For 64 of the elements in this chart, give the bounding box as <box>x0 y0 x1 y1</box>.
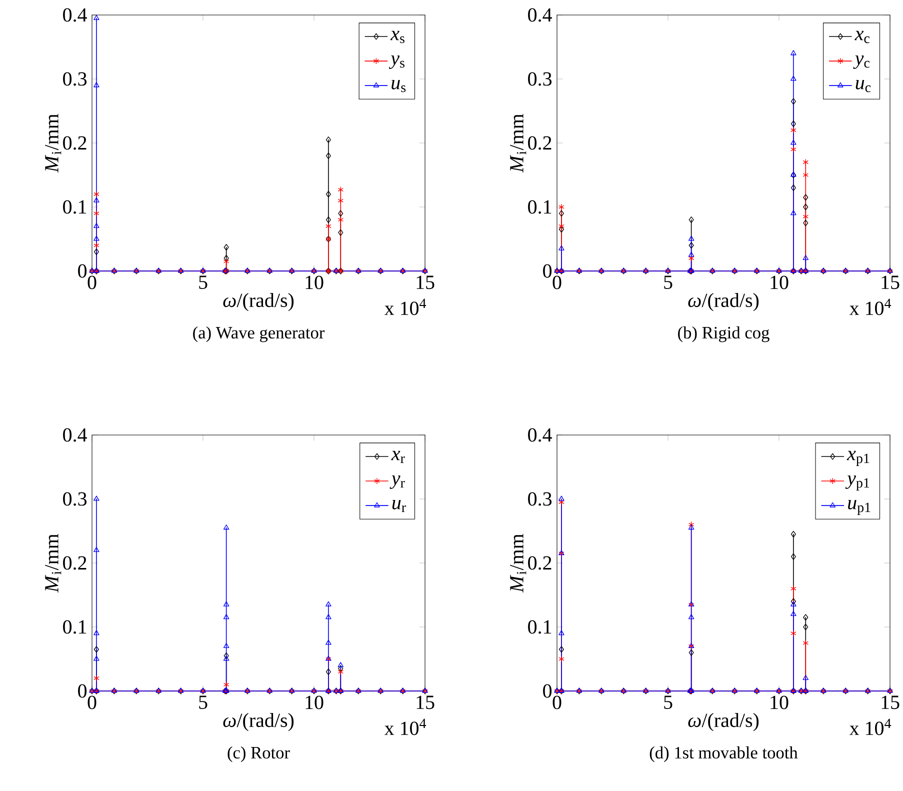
x-tick-label: 15 <box>416 696 434 710</box>
y-tick-label: 0 <box>78 264 87 278</box>
x-tick-label: 5 <box>199 696 208 709</box>
legend-label: y$_{p1}$ <box>845 475 870 490</box>
y-tick-label: 0 <box>543 264 552 278</box>
x-tick-label: 0 <box>552 696 562 710</box>
y-tick-label: 0.1 <box>528 620 552 634</box>
y-tick-label: 0.4 <box>63 428 87 442</box>
y-tick-label: 0.4 <box>528 428 552 442</box>
y-axis-title: M$_{i}$/mm <box>510 114 526 173</box>
x-tick-label: 10 <box>770 276 788 290</box>
x-tick-label: 10 <box>306 696 324 710</box>
x-tick-label: 0 <box>552 276 562 290</box>
x-axis-title: ω/(rad/s) <box>223 293 294 312</box>
text: x 10$^{4}$ <box>384 298 426 316</box>
x-tick-label: 0 <box>88 696 96 710</box>
x-tick-label: 10 <box>306 276 324 290</box>
x-tick-label: 5 <box>664 276 672 289</box>
x-tick-label: 10 <box>770 696 788 710</box>
y-axis-title: M$_{i}$/mm <box>45 114 62 173</box>
legend-label: u$_{p1}$ <box>848 500 870 515</box>
y-tick-label: 0.3 <box>528 492 552 506</box>
x-tick-label: 15 <box>416 276 434 290</box>
text: (a) Wave generator <box>193 326 325 342</box>
y-tick-label: 0.2 <box>528 556 552 570</box>
x-tick-label: 0 <box>88 276 96 290</box>
legend-label: y$_{c}$ <box>853 55 870 69</box>
y-tick-label: 0.3 <box>63 492 87 506</box>
y-tick-label: 0 <box>78 684 87 698</box>
text: x 10$^{4}$ <box>849 298 892 316</box>
legend-label: x$_{c}$ <box>854 30 870 44</box>
legend-label: y$_{s}$ <box>388 55 404 69</box>
y-tick-label: 0.2 <box>63 556 86 570</box>
x-tick-label: 5 <box>199 276 208 289</box>
legend-label: u$_{s}$ <box>392 80 406 92</box>
legend-label: x$_{r}$ <box>391 450 405 463</box>
x-tick-label: 5 <box>664 696 672 709</box>
legend-label: u$_{c}$ <box>856 80 871 92</box>
x-axis-title: ω/(rad/s) <box>223 713 294 732</box>
y-axis-title: M$_{i}$/mm <box>510 534 526 593</box>
text: x 10$^{4}$ <box>384 718 426 736</box>
y-tick-label: 0.2 <box>63 136 86 150</box>
y-tick-label: 0.2 <box>528 136 552 150</box>
x-tick-label: 15 <box>882 276 900 290</box>
legend-label: x$_{s}$ <box>390 30 404 44</box>
y-tick-label: 0.4 <box>528 8 552 22</box>
legend-label: x$_{p1}$ <box>846 450 870 466</box>
y-tick-label: 0 <box>543 684 552 698</box>
text: (d) 1st movable tooth <box>650 746 798 762</box>
y-tick-label: 0.1 <box>528 200 552 214</box>
text: x 10$^{4}$ <box>849 718 892 736</box>
y-axis-title: M$_{i}$/mm <box>45 534 62 593</box>
y-tick-label: 0.4 <box>63 8 87 22</box>
legend-label: u$_{r}$ <box>392 500 406 512</box>
y-tick-label: 0.1 <box>63 200 86 214</box>
x-axis-title: ω/(rad/s) <box>688 293 759 312</box>
y-tick-label: 0.1 <box>63 620 86 634</box>
y-tick-label: 0.3 <box>63 72 87 86</box>
x-axis-title: ω/(rad/s) <box>688 713 759 732</box>
legend-label: y$_{r}$ <box>390 475 405 489</box>
text: (b) Rigid cog <box>678 326 770 342</box>
y-tick-label: 0.3 <box>528 72 552 86</box>
text: (c) Rotor <box>228 746 290 762</box>
x-tick-label: 15 <box>882 696 900 710</box>
